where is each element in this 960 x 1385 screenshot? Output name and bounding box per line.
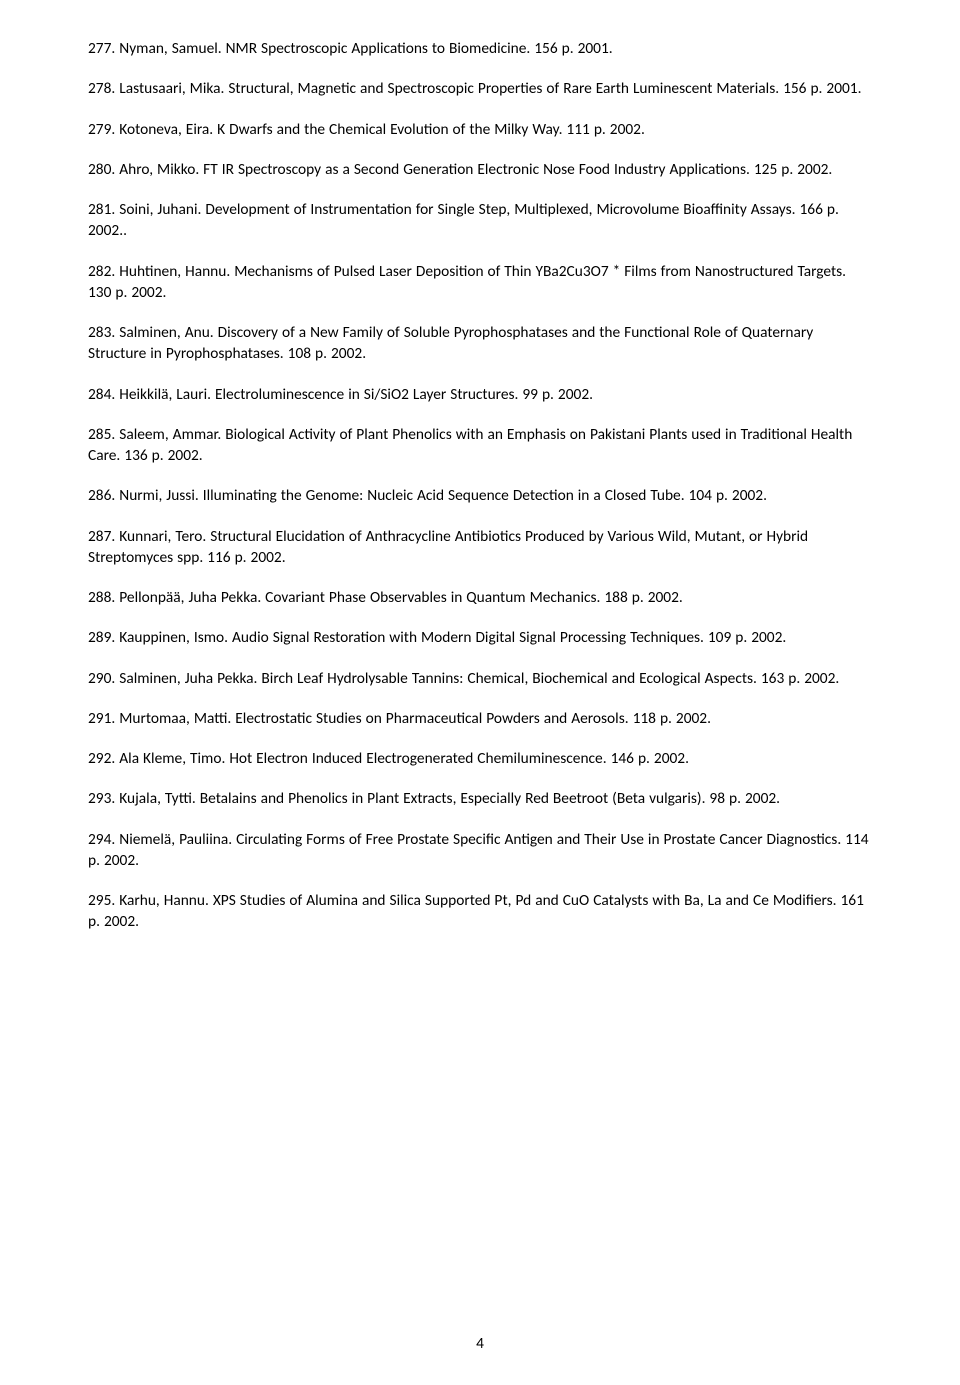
bibliography-entry: 295. Karhu, Hannu. XPS Studies of Alumin… bbox=[88, 890, 872, 933]
bibliography-entry: 286. Nurmi, Jussi. Illuminating the Geno… bbox=[88, 485, 872, 506]
page-number: 4 bbox=[0, 1334, 960, 1353]
bibliography-entry: 288. Pellonpää, Juha Pekka. Covariant Ph… bbox=[88, 587, 872, 608]
bibliography-entry: 292. Ala Kleme, Timo. Hot Electron Induc… bbox=[88, 748, 872, 769]
bibliography-entry: 281. Soini, Juhani. Development of Instr… bbox=[88, 199, 872, 242]
bibliography-entry: 279. Kotoneva, Eira. K Dwarfs and the Ch… bbox=[88, 119, 872, 140]
bibliography-entry: 280. Ahro, Mikko. FT IR Spectroscopy as … bbox=[88, 159, 872, 180]
bibliography-entry: 284. Heikkilä, Lauri. Electroluminescenc… bbox=[88, 384, 872, 405]
bibliography-entry: 291. Murtomaa, Matti. Electrostatic Stud… bbox=[88, 708, 872, 729]
bibliography-entry: 283. Salminen, Anu. Discovery of a New F… bbox=[88, 322, 872, 365]
entries-container: 277. Nyman, Samuel. NMR Spectroscopic Ap… bbox=[88, 38, 872, 933]
bibliography-entry: 282. Huhtinen, Hannu. Mechanisms of Puls… bbox=[88, 261, 872, 304]
bibliography-entry: 285. Saleem, Ammar. Biological Activity … bbox=[88, 424, 872, 467]
bibliography-entry: 293. Kujala, Tytti. Betalains and Phenol… bbox=[88, 788, 872, 809]
bibliography-entry: 290. Salminen, Juha Pekka. Birch Leaf Hy… bbox=[88, 668, 872, 689]
document-page: 277. Nyman, Samuel. NMR Spectroscopic Ap… bbox=[0, 0, 960, 1385]
bibliography-entry: 277. Nyman, Samuel. NMR Spectroscopic Ap… bbox=[88, 38, 872, 59]
bibliography-entry: 278. Lastusaari, Mika. Structural, Magne… bbox=[88, 78, 872, 99]
bibliography-entry: 294. Niemelä, Pauliina. Circulating Form… bbox=[88, 829, 872, 872]
bibliography-entry: 287. Kunnari, Tero. Structural Elucidati… bbox=[88, 526, 872, 569]
bibliography-entry: 289. Kauppinen, Ismo. Audio Signal Resto… bbox=[88, 627, 872, 648]
